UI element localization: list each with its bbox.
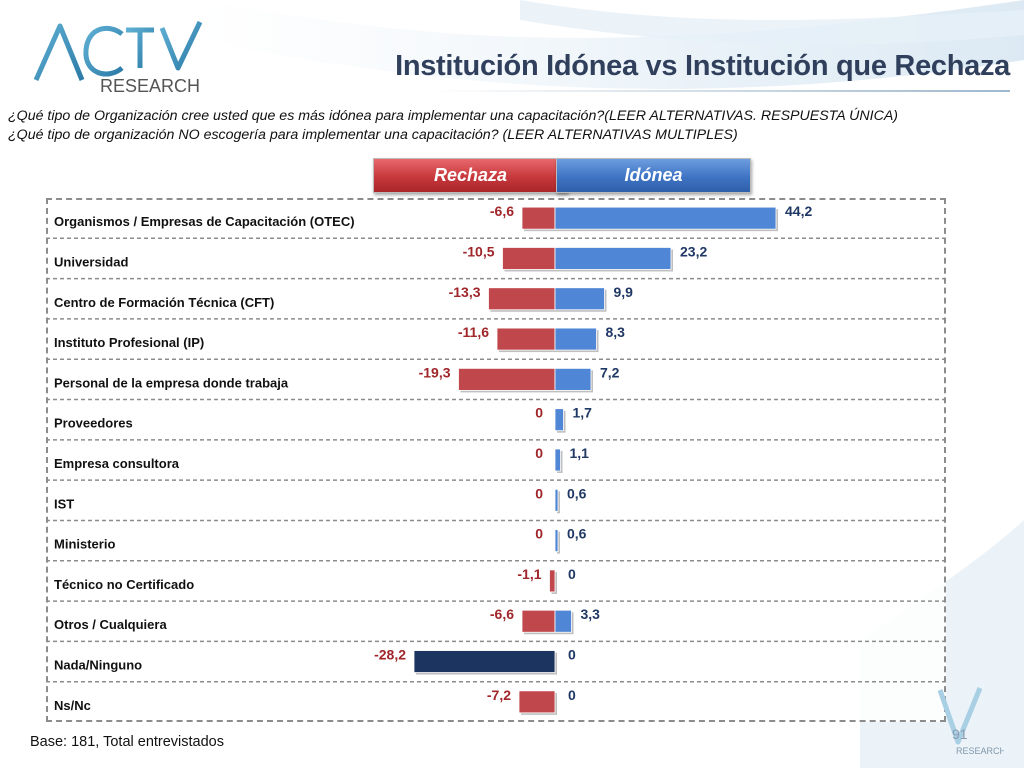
- category-label: Ns/Nc: [54, 698, 91, 713]
- bar-idonea: [554, 488, 559, 512]
- category-label: Personal de la empresa donde trabaja: [54, 375, 289, 390]
- category-label: Técnico no Certificado: [54, 577, 194, 592]
- bar-idonea: [554, 206, 777, 230]
- value-label-rechaza: -6,6: [490, 203, 514, 219]
- value-label-rechaza: 0: [535, 445, 543, 461]
- bar-rechaza: [518, 690, 556, 714]
- value-label-idonea: 3,3: [581, 606, 601, 622]
- bar-idonea: [554, 448, 561, 472]
- legend-idonea: Idónea: [556, 158, 751, 193]
- value-label-idonea: 0,6: [567, 485, 587, 501]
- bar-idonea: [554, 327, 597, 351]
- value-label-rechaza: -1,1: [517, 566, 541, 582]
- bar-idonea: [554, 609, 572, 633]
- value-label-rechaza: 0: [535, 405, 543, 421]
- bar-rechaza: [413, 650, 556, 673]
- legend-idonea-label: Idónea: [624, 165, 683, 185]
- value-label-rechaza: -11,6: [458, 324, 489, 340]
- bar-rechaza: [488, 287, 556, 311]
- category-label: Organismos / Empresas de Capacitación (O…: [54, 214, 355, 229]
- bar-rechaza: [549, 569, 556, 593]
- small-logo: RESEARCH: [937, 687, 1004, 756]
- value-label-idonea: 9,9: [614, 284, 634, 300]
- category-label: Proveedores: [54, 416, 133, 431]
- bar-idonea: [554, 287, 605, 311]
- value-label-idonea: 8,3: [606, 324, 626, 340]
- bar-idonea: [554, 247, 672, 270]
- page-title: Institución Idónea vs Institución que Re…: [395, 50, 1010, 82]
- category-label: IST: [54, 496, 74, 511]
- bar-rechaza: [521, 609, 556, 633]
- category-label: Ministerio: [54, 537, 115, 552]
- value-label-idonea: 0: [568, 647, 576, 663]
- value-label-rechaza: -10,5: [463, 243, 495, 259]
- value-label-rechaza: -28,2: [374, 647, 406, 663]
- value-label-idonea: 0,6: [567, 526, 587, 542]
- logo-research-text: RESEARCH: [100, 76, 200, 96]
- value-label-idonea: 44,2: [785, 203, 812, 219]
- question-2: ¿Qué tipo de organización NO escogería p…: [8, 127, 738, 143]
- value-label-idonea: 1,1: [570, 445, 590, 461]
- activa-logo: RESEARCH: [33, 20, 203, 96]
- category-label: Otros / Cualquiera: [54, 617, 167, 632]
- bar-rechaza: [502, 247, 556, 270]
- category-label: Nada/Ninguno: [54, 658, 142, 673]
- category-label: Instituto Profesional (IP): [54, 335, 204, 350]
- value-label-idonea: 0: [568, 566, 576, 582]
- value-label-rechaza: -7,2: [487, 687, 511, 703]
- page-number: 91: [952, 726, 968, 742]
- value-label-idonea: 1,7: [573, 405, 593, 421]
- chart-frame: [46, 198, 946, 722]
- bar-idonea: [554, 408, 564, 432]
- legend-rechaza: Rechaza: [373, 158, 568, 193]
- value-label-rechaza: 0: [535, 485, 543, 501]
- value-label-rechaza: -19,3: [419, 364, 451, 380]
- bar-idonea: [554, 529, 559, 553]
- value-label-rechaza: 0: [535, 526, 543, 542]
- value-label-idonea: 23,2: [680, 243, 707, 259]
- bar-rechaza: [521, 206, 556, 230]
- bar-shadow: [557, 491, 560, 514]
- legend-rechaza-label: Rechaza: [433, 165, 508, 185]
- small-logo-text: RESEARCH: [956, 746, 1004, 756]
- title-underline: [430, 90, 1010, 92]
- category-label: Centro de Formación Técnica (CFT): [54, 295, 274, 310]
- value-label-idonea: 0: [568, 687, 576, 703]
- bar-idonea: [554, 367, 592, 391]
- bar-rechaza: [496, 327, 556, 351]
- category-label: Empresa consultora: [54, 456, 180, 471]
- bar-rechaza: [458, 367, 556, 391]
- category-label: Universidad: [54, 254, 128, 269]
- value-label-idonea: 7,2: [600, 364, 620, 380]
- question-1: ¿Qué tipo de Organización cree usted que…: [8, 108, 899, 124]
- bar-shadow: [557, 531, 560, 554]
- value-label-rechaza: -6,6: [490, 606, 514, 622]
- base-footnote: Base: 181, Total entrevistados: [30, 734, 224, 750]
- value-label-rechaza: -13,3: [449, 284, 481, 300]
